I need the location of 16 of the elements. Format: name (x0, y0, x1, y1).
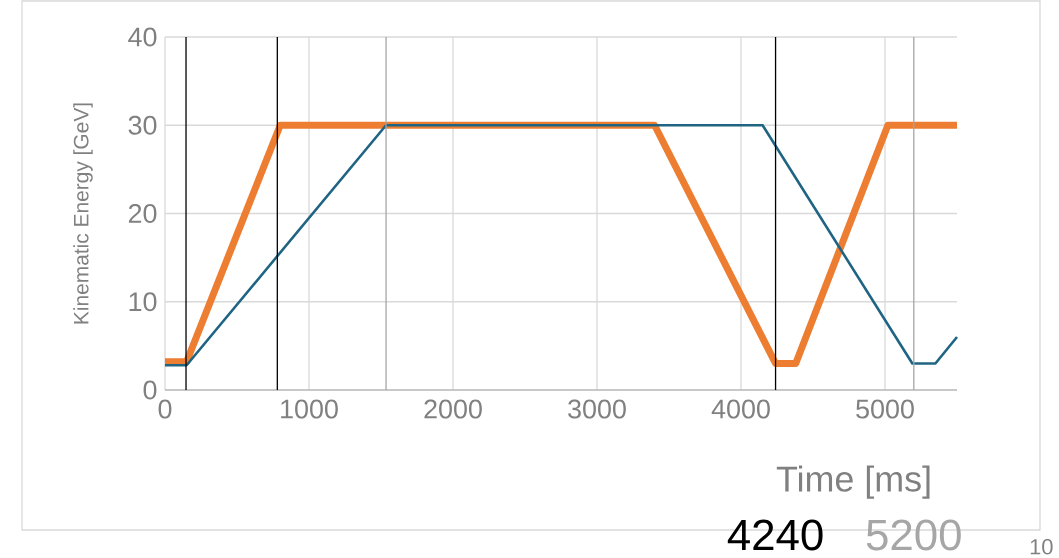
y-tick-label: 10 (129, 292, 157, 312)
x-tick-label: 3000 (568, 399, 626, 419)
x-tick-label: 2000 (424, 399, 482, 419)
ref-line-label: 5200 (866, 519, 961, 551)
x-axis-title: Time [ms] (776, 465, 930, 499)
y-tick-label: 40 (128, 27, 157, 47)
y-tick-label: 30 (128, 115, 157, 135)
y-tick-label: 20 (128, 203, 157, 224)
x-tick-label: 1000 (281, 399, 338, 419)
text: 10 (1030, 538, 1053, 555)
x-tick-label: 5000 (856, 399, 914, 419)
ref-line-label: 4240 (727, 519, 823, 551)
y-axis-title: Kinematic Energy [GeV] (73, 103, 93, 324)
x-tick-label: 4000 (711, 399, 770, 419)
x-tick-label: 0 (158, 399, 172, 419)
y-tick-label: 0 (143, 380, 157, 400)
